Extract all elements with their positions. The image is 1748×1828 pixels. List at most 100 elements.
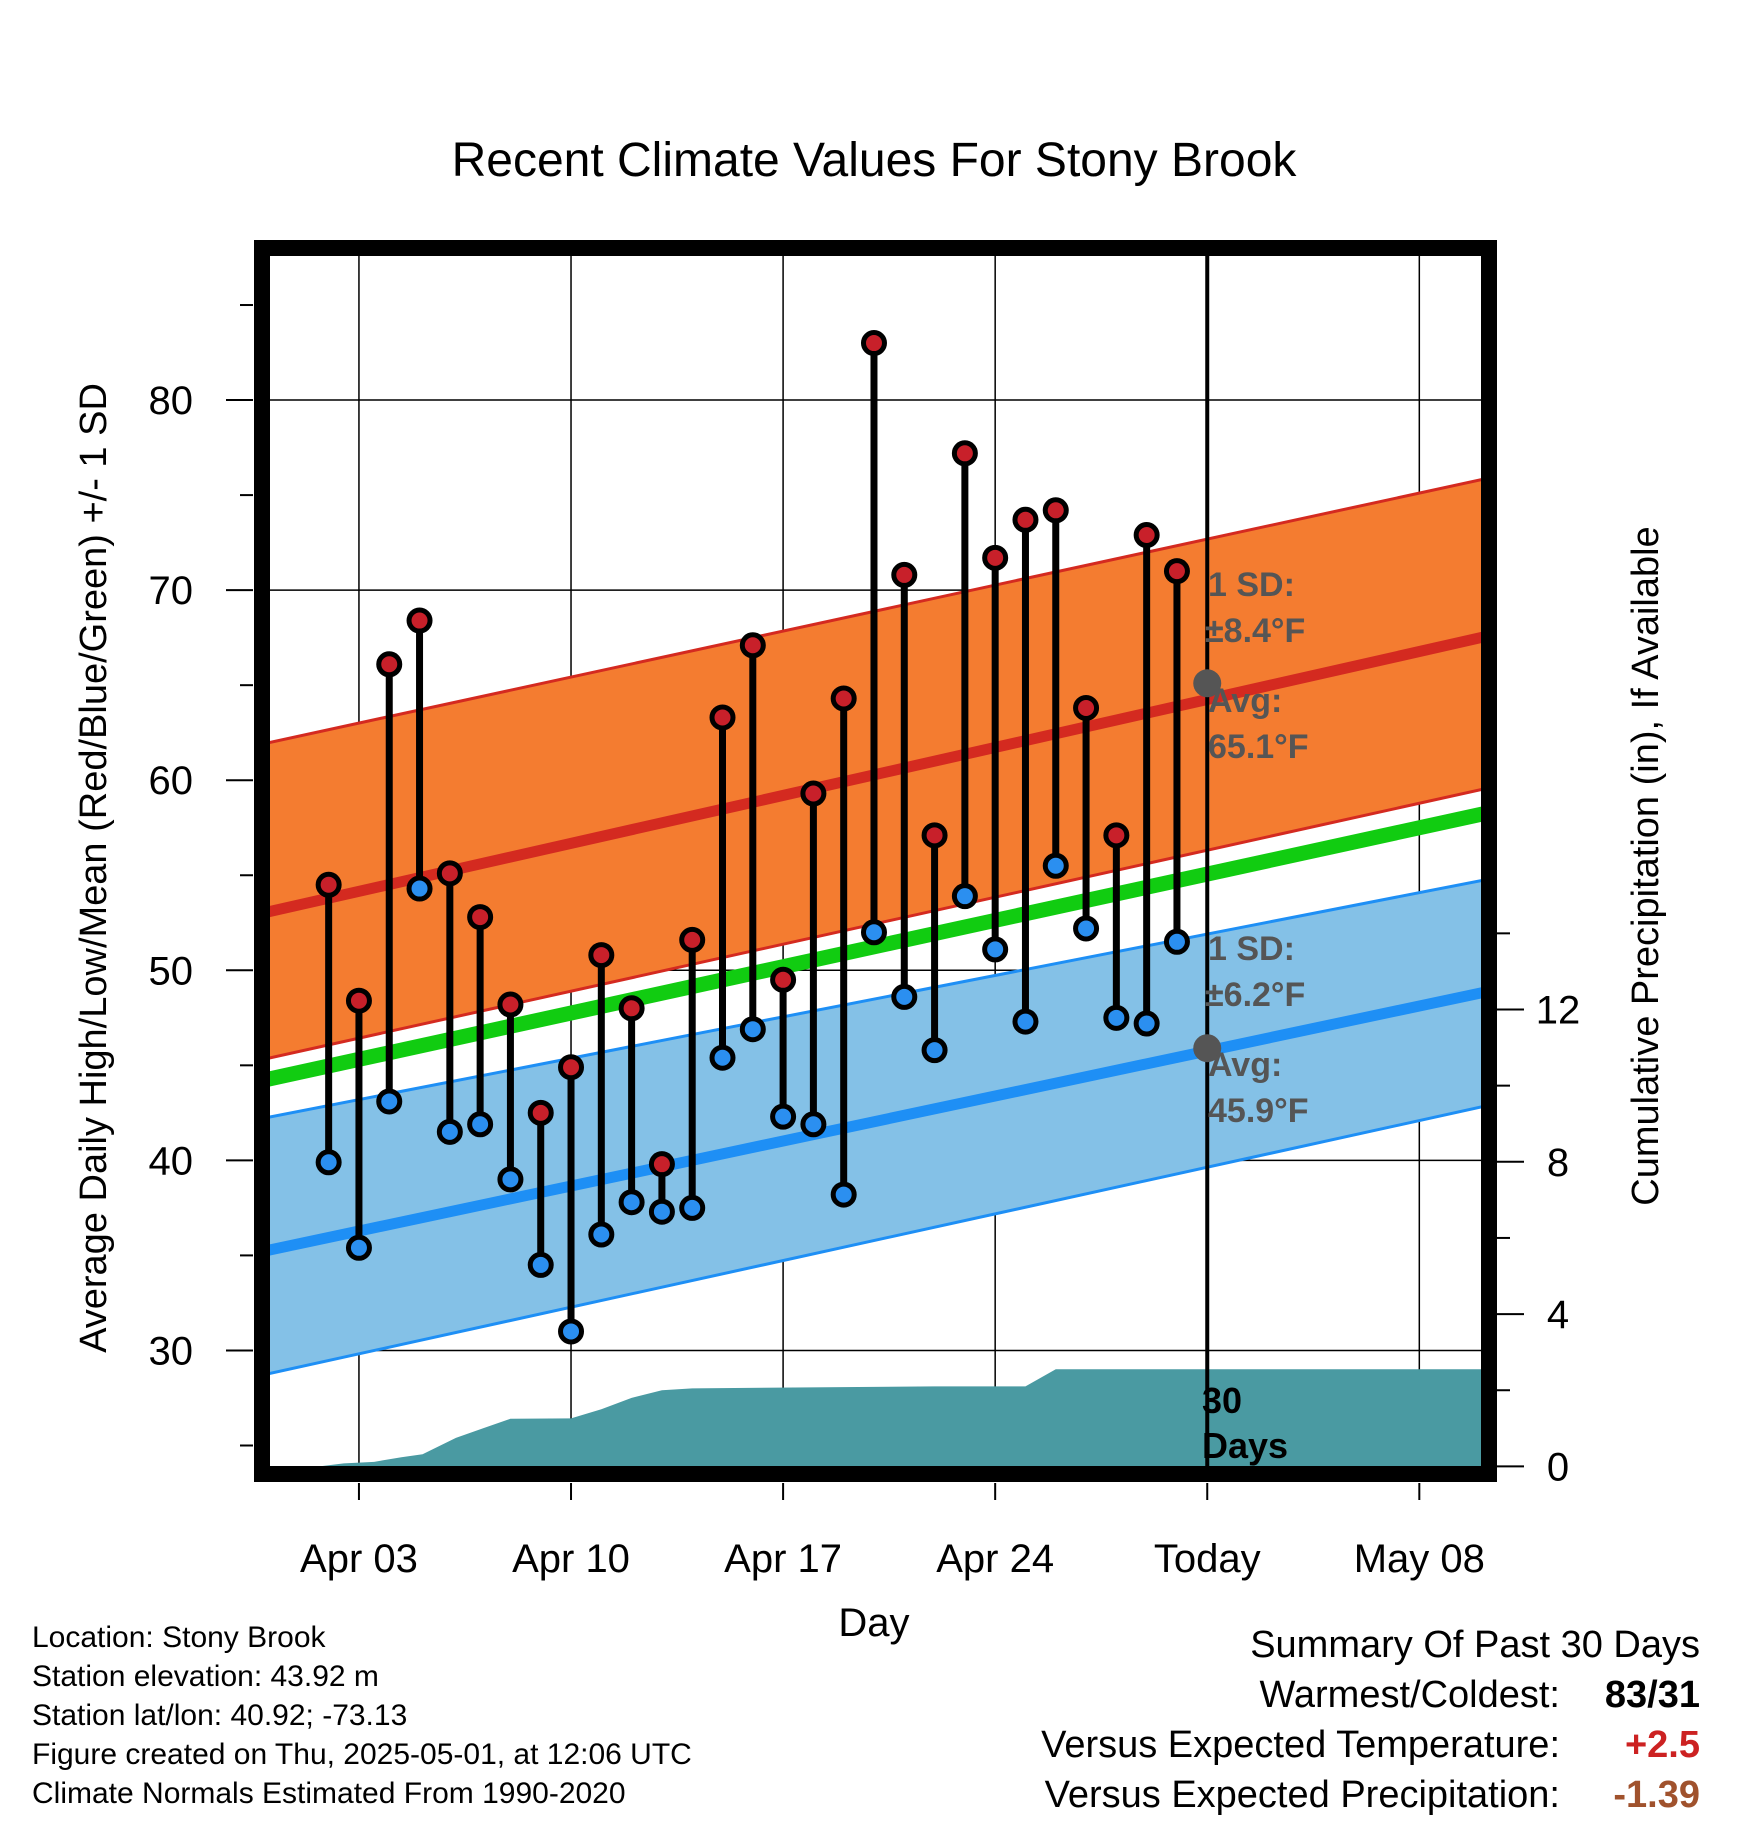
daily-high-point: [345, 987, 372, 1014]
low-avg-label: Avg:: [1208, 1046, 1282, 1084]
y2-tick-label: 4: [1547, 1293, 1569, 1337]
x-axis-label: Day: [838, 1601, 909, 1645]
daily-high-point: [1012, 506, 1039, 533]
daily-low-point: [739, 1016, 766, 1043]
daily-low-point: [1073, 915, 1100, 942]
period-label-number: 30: [1202, 1380, 1242, 1421]
daily-high-point: [1073, 694, 1100, 721]
daily-low-point: [891, 983, 918, 1010]
daily-low-point: [648, 1198, 675, 1225]
daily-low-point: [770, 1103, 797, 1130]
daily-high-point: [527, 1099, 554, 1126]
period-label-days: Days: [1202, 1425, 1288, 1466]
daily-low-point: [406, 875, 433, 902]
daily-low-point: [1163, 928, 1190, 955]
x-tick-label: May 08: [1354, 1537, 1485, 1581]
daily-high-point: [1133, 522, 1160, 549]
chart-title: Recent Climate Values For Stony Brook: [452, 134, 1298, 187]
daily-low-point: [588, 1221, 615, 1248]
daily-low-point: [921, 1037, 948, 1064]
elevation-text: Station elevation: 43.92 m: [32, 1660, 379, 1693]
daily-low-point: [679, 1194, 706, 1221]
daily-low-point: [982, 936, 1009, 963]
summary-heading: Summary Of Past 30 Days: [1250, 1624, 1700, 1666]
summary-panel: Summary Of Past 30 Days Warmest/Coldest:…: [1041, 1620, 1700, 1820]
daily-high-point: [558, 1054, 585, 1081]
daily-low-point: [436, 1118, 463, 1145]
daily-low-point: [497, 1166, 524, 1193]
y-tick-label: 40: [149, 1139, 194, 1183]
daily-high-point: [588, 942, 615, 969]
high-sd-value: ±8.4°F: [1205, 612, 1305, 650]
daily-low-point: [1103, 1004, 1130, 1031]
daily-high-point: [860, 330, 887, 357]
daily-high-point: [800, 780, 827, 807]
daily-low-point: [800, 1111, 827, 1138]
y2-tick-label: 0: [1547, 1445, 1569, 1489]
summary-temp-row: Versus Expected Temperature: +2.5: [1041, 1720, 1700, 1770]
station-info: Location: Stony Brook Station elevation:…: [32, 1618, 692, 1813]
warm-cold-label: Warmest/Coldest:: [1259, 1674, 1560, 1716]
daily-high-point: [497, 991, 524, 1018]
x-tick-label: Apr 03: [300, 1537, 418, 1581]
daily-high-point: [891, 561, 918, 588]
low-sd-lower-edge: [262, 1103, 1489, 1377]
plot-frame: [254, 240, 1497, 1482]
warm-cold-value: 83/31: [1604, 1674, 1700, 1716]
high-avg-value: 65.1°F: [1208, 728, 1309, 766]
daily-low-point: [709, 1044, 736, 1071]
y-axis-label: Average Daily High/Low/Mean (Red/Blue/Gr…: [73, 383, 115, 1353]
y2-axis-label: Cumulative Precipitation (in), If Availa…: [1625, 526, 1667, 1205]
x-tick-label: Apr 24: [936, 1537, 1054, 1581]
high-sd-label: 1 SD:: [1208, 566, 1295, 604]
summary-warm-cold-row: Warmest/Coldest: 83/31: [1041, 1670, 1700, 1720]
x-tick-label: Apr 10: [512, 1537, 630, 1581]
daily-high-point: [982, 544, 1009, 571]
daily-high-point: [1163, 558, 1190, 585]
y-tick-label: 80: [149, 379, 194, 423]
y-tick-label: 70: [149, 569, 194, 613]
high-avg-label: Avg:: [1208, 682, 1282, 720]
daily-low-point: [860, 919, 887, 946]
daily-low-point: [376, 1088, 403, 1115]
y-tick-label: 60: [149, 759, 194, 803]
low-sd-label: 1 SD:: [1208, 930, 1295, 968]
daily-high-point: [618, 995, 645, 1022]
created-text: Figure created on Thu, 2025-05-01, at 12…: [32, 1738, 692, 1771]
summary-precip-row: Versus Expected Precipitation: -1.39: [1041, 1770, 1700, 1820]
daily-low-point: [1133, 1010, 1160, 1037]
low-sd-upper-edge: [262, 877, 1489, 1121]
precip-value: -1.39: [1613, 1774, 1700, 1816]
y-tick-label: 30: [149, 1329, 194, 1373]
daily-high-point: [648, 1151, 675, 1178]
daily-low-point: [1042, 852, 1069, 879]
daily-high-point: [406, 607, 433, 634]
daily-low-point: [830, 1181, 857, 1208]
daily-low-point: [315, 1149, 342, 1176]
location-text: Location: Stony Brook: [32, 1621, 326, 1654]
daily-low-point: [558, 1318, 585, 1345]
y2-tick-label: 12: [1536, 988, 1581, 1032]
precipitation-area: [319, 1369, 1489, 1474]
daily-high-point: [770, 966, 797, 993]
normals-text: Climate Normals Estimated From 1990-2020: [32, 1777, 626, 1810]
daily-high-point: [376, 651, 403, 678]
daily-high-point: [739, 632, 766, 659]
daily-high-point: [1042, 497, 1069, 524]
daily-low-point: [618, 1189, 645, 1216]
daily-low-point: [345, 1234, 372, 1261]
daily-high-point: [1103, 822, 1130, 849]
x-tick-label: Apr 17: [724, 1537, 842, 1581]
daily-high-point: [951, 440, 978, 467]
daily-low-point: [951, 883, 978, 910]
low-sd-value: ±6.2°F: [1205, 976, 1305, 1014]
precip-label: Versus Expected Precipitation:: [1044, 1774, 1560, 1816]
daily-high-point: [315, 871, 342, 898]
high-avg-today-marker: [1193, 669, 1222, 698]
low-avg-value: 45.9°F: [1208, 1092, 1309, 1130]
latlon-text: Station lat/lon: 40.92; -73.13: [32, 1699, 408, 1732]
temp-label: Versus Expected Temperature:: [1041, 1724, 1560, 1766]
daily-low-point: [467, 1111, 494, 1138]
y2-tick-label: 8: [1547, 1141, 1569, 1185]
